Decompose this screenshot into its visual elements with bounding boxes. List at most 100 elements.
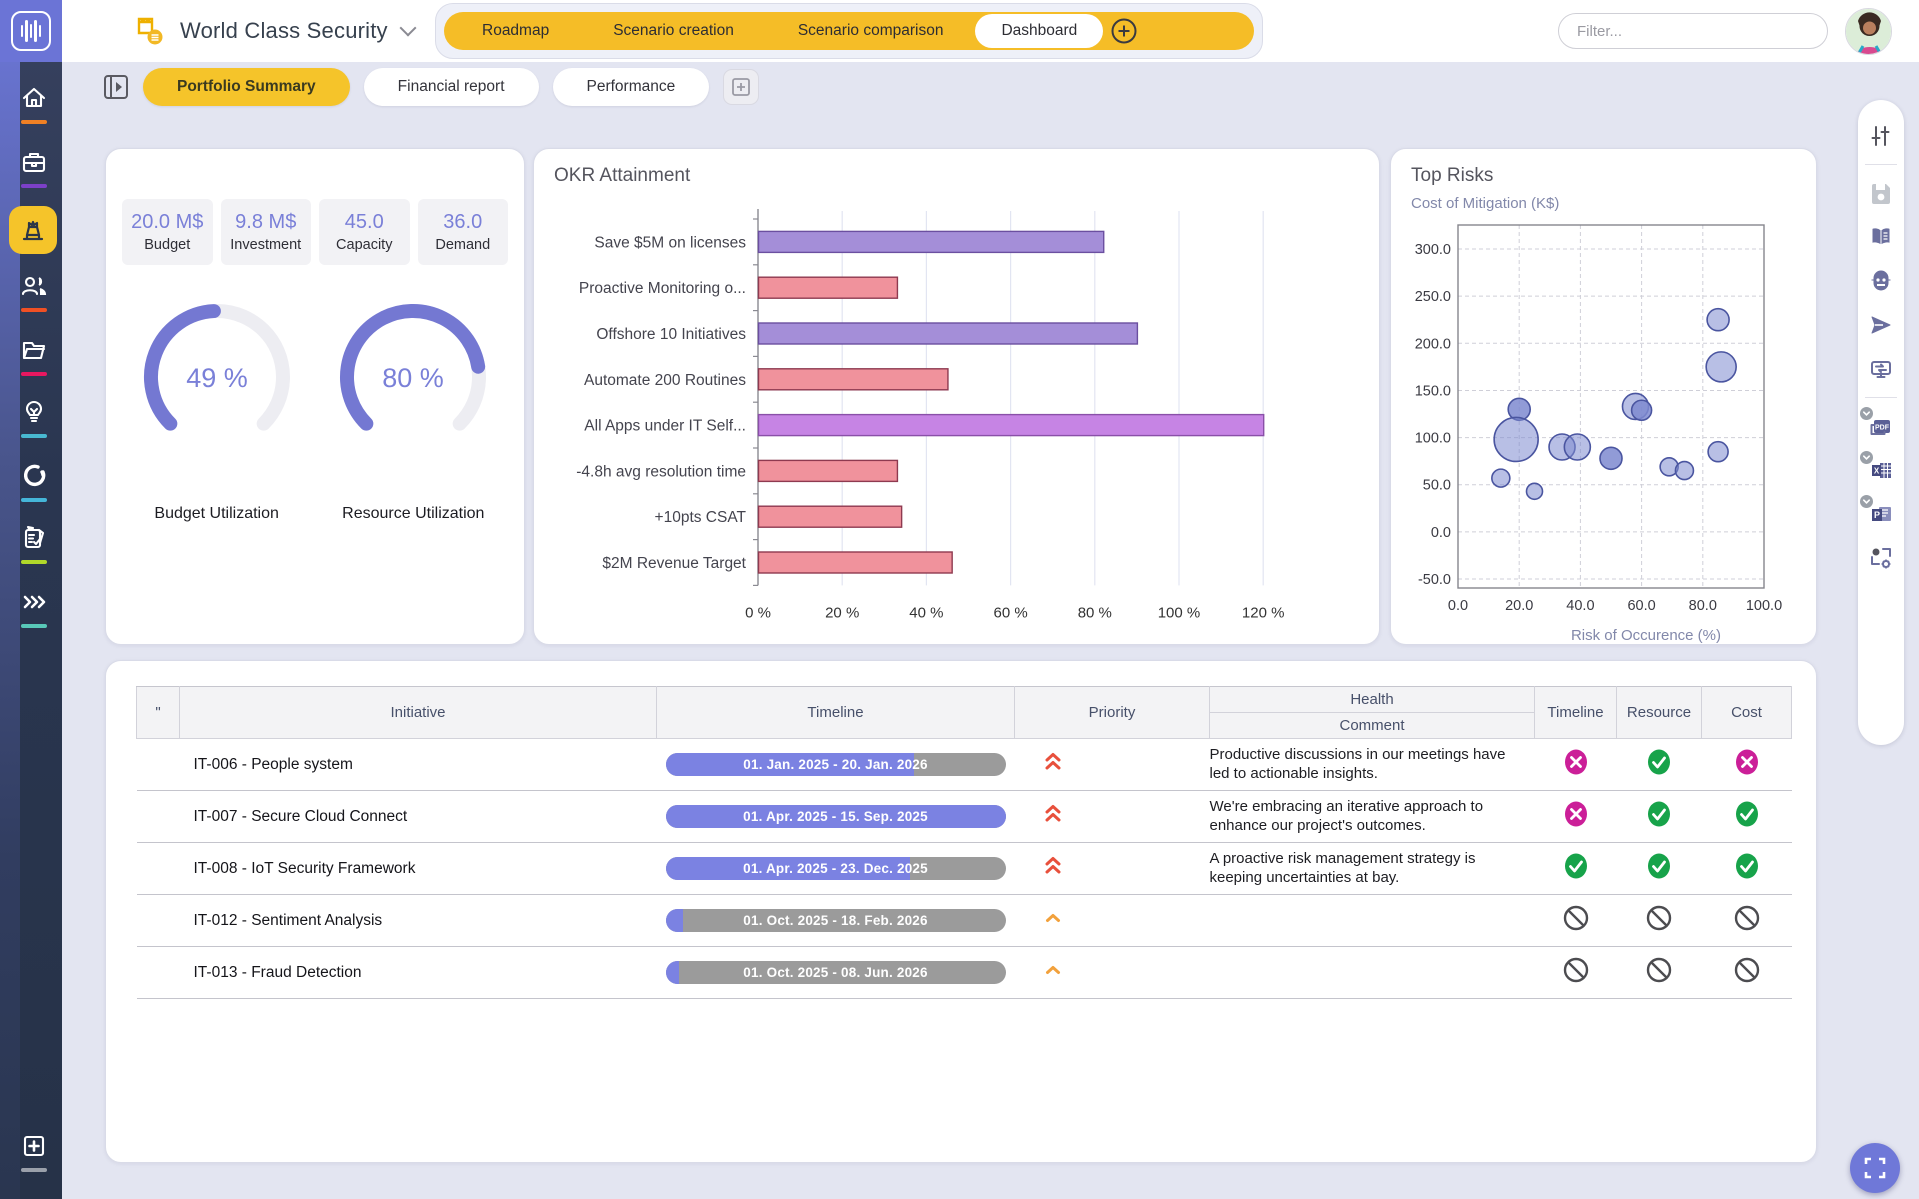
sidebar-item-add-board[interactable] bbox=[12, 1132, 56, 1172]
robot-button[interactable] bbox=[1866, 266, 1896, 296]
priority-cell[interactable] bbox=[1015, 947, 1210, 999]
initiative-name[interactable]: IT-007 - Secure Cloud Connect bbox=[180, 791, 657, 843]
sidebar-item-chevrons[interactable] bbox=[12, 588, 56, 628]
col-header-health-timeline[interactable]: Timeline bbox=[1535, 687, 1617, 739]
col-header-initiative[interactable]: Initiative bbox=[180, 687, 657, 739]
health-timeline-cell[interactable] bbox=[1535, 843, 1617, 895]
col-header-comment[interactable]: Comment bbox=[1210, 713, 1535, 739]
health-comment-cell[interactable] bbox=[1210, 947, 1535, 999]
fullscreen-button[interactable] bbox=[1850, 1143, 1900, 1193]
health-resource-cell[interactable] bbox=[1617, 791, 1702, 843]
sidebar-item-folder[interactable] bbox=[12, 336, 56, 376]
table-row[interactable]: IT-013 - Fraud Detection 01. Oct. 2025 - … bbox=[137, 947, 1792, 999]
subtab-financial-report[interactable]: Financial report bbox=[364, 68, 539, 106]
initiative-name[interactable]: IT-012 - Sentiment Analysis bbox=[180, 895, 657, 947]
health-cost-cell[interactable] bbox=[1702, 791, 1792, 843]
scenario-tab-pill: RoadmapScenario creationScenario compari… bbox=[444, 12, 1254, 50]
export-options-chevron-icon[interactable] bbox=[1860, 495, 1873, 508]
export-options-chevron-icon[interactable] bbox=[1860, 451, 1873, 464]
health-timeline-cell[interactable] bbox=[1535, 895, 1617, 947]
priority-cell[interactable] bbox=[1015, 843, 1210, 895]
health-resource-cell[interactable] bbox=[1617, 947, 1702, 999]
initiative-name[interactable]: IT-006 - People system bbox=[180, 739, 657, 791]
sidebar-item-active[interactable] bbox=[9, 206, 57, 254]
sidebar-item-lightbulb[interactable] bbox=[12, 398, 56, 438]
top-risks-bubble-chart: 0.020.040.060.080.0100.0300.0250.0200.01… bbox=[1391, 219, 1818, 646]
add-scenario-button[interactable] bbox=[1109, 16, 1139, 46]
health-cost-cell[interactable] bbox=[1702, 895, 1792, 947]
screenshot-settings-button[interactable] bbox=[1866, 543, 1896, 573]
book-button[interactable] bbox=[1866, 222, 1896, 252]
health-cost-cell[interactable] bbox=[1702, 843, 1792, 895]
app-logo[interactable] bbox=[0, 0, 62, 62]
timeline-cell[interactable]: 01. Apr. 2025 - 15. Sep. 2025 bbox=[657, 791, 1015, 843]
health-comment-cell[interactable] bbox=[1210, 895, 1535, 947]
health-resource-cell[interactable] bbox=[1617, 843, 1702, 895]
timeline-cell[interactable]: 01. Apr. 2025 - 23. Dec. 2025 bbox=[657, 843, 1015, 895]
sliders-button[interactable] bbox=[1866, 121, 1896, 151]
timeline-progress-pill: 01. Apr. 2025 - 15. Sep. 2025 bbox=[666, 805, 1006, 828]
save-button bbox=[1866, 178, 1896, 208]
tab-roadmap[interactable]: Roadmap bbox=[450, 12, 581, 50]
svg-text:80 %: 80 % bbox=[1078, 604, 1112, 621]
health-comment-cell[interactable]: We're embracing an iterative approach to… bbox=[1210, 791, 1535, 843]
health-resource-cell[interactable] bbox=[1617, 895, 1702, 947]
col-header-priority[interactable]: Priority bbox=[1015, 687, 1210, 739]
timeline-cell[interactable]: 01. Oct. 2025 - 08. Jun. 2026 bbox=[657, 947, 1015, 999]
sidebar-item-users[interactable] bbox=[12, 272, 56, 312]
timeline-cell[interactable]: 01. Jan. 2025 - 20. Jan. 2026 bbox=[657, 739, 1015, 791]
export-pdf-button[interactable]: PDF bbox=[1866, 411, 1896, 441]
health-comment-cell[interactable]: Productive discussions in our meetings h… bbox=[1210, 739, 1535, 791]
tab-dashboard[interactable]: Dashboard bbox=[975, 14, 1103, 48]
health-timeline-cell[interactable] bbox=[1535, 791, 1617, 843]
export-excel-button[interactable]: X bbox=[1866, 455, 1896, 485]
subtab-performance[interactable]: Performance bbox=[553, 68, 710, 106]
col-header-timeline[interactable]: Timeline bbox=[657, 687, 1015, 739]
filter-input[interactable] bbox=[1558, 13, 1828, 49]
priority-cell[interactable] bbox=[1015, 791, 1210, 843]
sidebar-item-briefcase[interactable] bbox=[12, 148, 56, 188]
panel-expand-icon[interactable] bbox=[103, 74, 129, 100]
timeline-date-range: 01. Oct. 2025 - 08. Jun. 2026 bbox=[666, 961, 1006, 984]
table-row[interactable]: IT-008 - IoT Security Framework01. Apr. … bbox=[137, 843, 1792, 895]
health-cost-cell[interactable] bbox=[1702, 947, 1792, 999]
presentation-button[interactable] bbox=[1866, 354, 1896, 384]
nav-accent-bar bbox=[21, 184, 47, 188]
export-options-chevron-icon[interactable] bbox=[1860, 407, 1873, 420]
health-timeline-cell[interactable] bbox=[1535, 947, 1617, 999]
fullscreen-icon bbox=[1863, 1156, 1887, 1180]
export-ppt-button[interactable]: P bbox=[1866, 499, 1896, 529]
send-button[interactable] bbox=[1866, 310, 1896, 340]
tab-scenario-comparison[interactable]: Scenario comparison bbox=[766, 12, 976, 50]
health-resource-cell[interactable] bbox=[1617, 739, 1702, 791]
gauge-resource-utilization: 80 %Resource Utilization bbox=[327, 291, 499, 523]
sidebar-item-progress-ring[interactable] bbox=[12, 462, 56, 502]
portfolio-selector[interactable]: World Class Security bbox=[132, 0, 414, 62]
svg-text:200.0: 200.0 bbox=[1415, 336, 1451, 352]
timeline-cell[interactable]: 01. Oct. 2025 - 18. Feb. 2026 bbox=[657, 895, 1015, 947]
tab-scenario-creation[interactable]: Scenario creation bbox=[581, 12, 766, 50]
col-header-health-resource[interactable]: Resource bbox=[1617, 687, 1702, 739]
table-row[interactable]: IT-012 - Sentiment Analysis01. Oct. 2025… bbox=[137, 895, 1792, 947]
initiatives-table: "InitiativeTimelinePriorityHealthTimelin… bbox=[136, 686, 1792, 999]
priority-cell[interactable] bbox=[1015, 895, 1210, 947]
health-cost-cell[interactable] bbox=[1702, 739, 1792, 791]
initiative-name[interactable]: IT-013 - Fraud Detection bbox=[180, 947, 657, 999]
priority-cell[interactable] bbox=[1015, 739, 1210, 791]
gauge-label: Resource Utilization bbox=[342, 505, 484, 523]
table-row[interactable]: IT-006 - People system01. Jan. 2025 - 20… bbox=[137, 739, 1792, 791]
col-header-health-cost[interactable]: Cost bbox=[1702, 687, 1792, 739]
sidebar-item-tasks[interactable] bbox=[12, 524, 56, 564]
sliders-icon bbox=[1868, 123, 1894, 149]
table-row[interactable]: IT-007 - Secure Cloud Connect 01. Apr. 20… bbox=[137, 791, 1792, 843]
add-report-button[interactable] bbox=[723, 69, 759, 105]
subtab-portfolio-summary[interactable]: Portfolio Summary bbox=[143, 68, 350, 106]
health-timeline-cell[interactable] bbox=[1535, 739, 1617, 791]
initiative-name[interactable]: IT-008 - IoT Security Framework bbox=[180, 843, 657, 895]
health-comment-cell[interactable]: A proactive risk management strategy is … bbox=[1210, 843, 1535, 895]
progress-ring-icon bbox=[20, 462, 48, 490]
sidebar-item-home[interactable] bbox=[12, 84, 56, 124]
col-header-health[interactable]: Health bbox=[1210, 687, 1535, 713]
user-avatar[interactable] bbox=[1845, 8, 1892, 55]
col-header-marker[interactable]: " bbox=[137, 687, 180, 739]
